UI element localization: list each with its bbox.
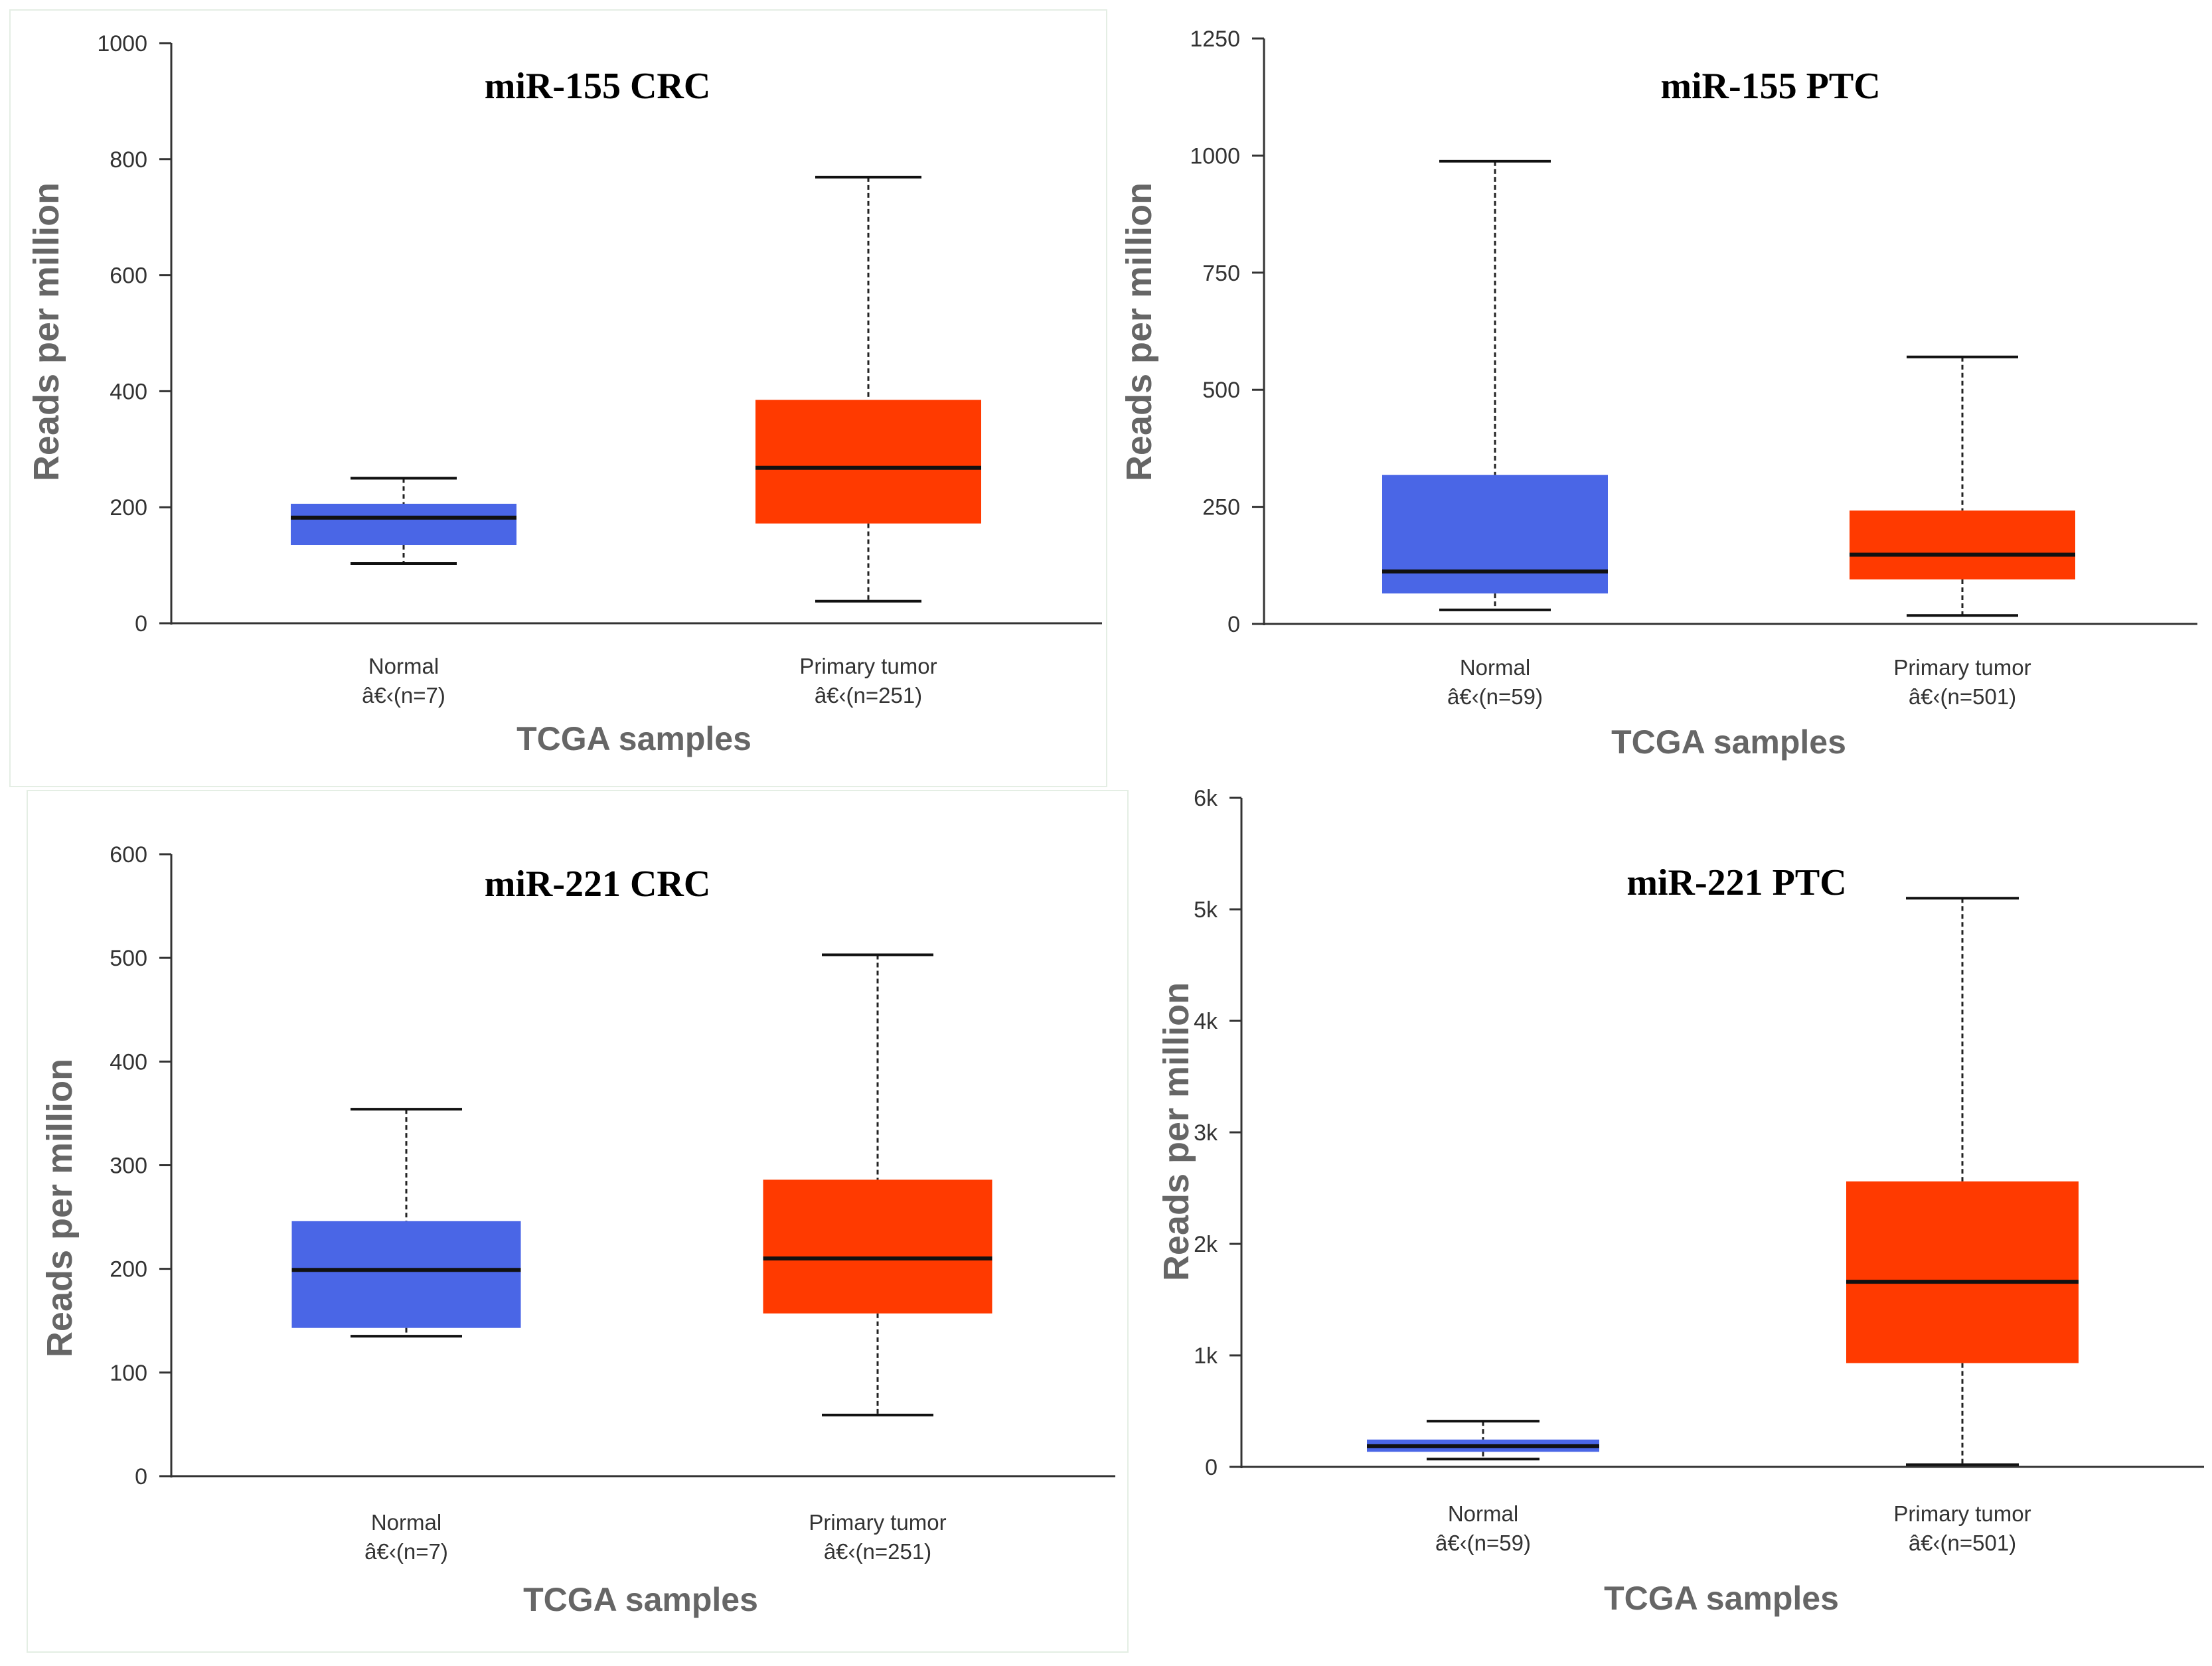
category-label: Primary tumor bbox=[799, 654, 937, 678]
category-n-label: â€‹(n=251) bbox=[824, 1539, 931, 1564]
category-n-label: â€‹(n=251) bbox=[815, 683, 922, 708]
category-n-label: â€‹(n=7) bbox=[362, 683, 445, 708]
category-label: Normal bbox=[368, 654, 439, 678]
box-primary-tumor bbox=[755, 400, 981, 524]
category-label: Primary tumor bbox=[1893, 655, 2031, 680]
box-primary-tumor bbox=[1850, 510, 2075, 579]
y-axis-label: Reads per million bbox=[40, 1059, 80, 1357]
chart-mir221-ptc: 0 1k 2k 3k 4k 5k 6k miR-221 PTC Reads per millio… bbox=[1156, 786, 2204, 1617]
category-label: Primary tumor bbox=[809, 1510, 946, 1535]
chart-title: miR-221 PTC bbox=[1626, 862, 1846, 903]
chart-mir155-crc: 0 200 400 600 800 1000 miR-155 CRC Reads per mi… bbox=[27, 31, 1102, 757]
y-tick-label: 0 bbox=[1205, 1455, 1218, 1480]
y-tick-label: 250 bbox=[1202, 495, 1240, 520]
category-n-label: â€‹(n=501) bbox=[1909, 1531, 2016, 1555]
y-tick-label: 750 bbox=[1202, 261, 1240, 286]
box-normal bbox=[291, 503, 516, 546]
y-tick-label: 300 bbox=[110, 1154, 147, 1179]
box-normal bbox=[1382, 475, 1608, 594]
y-axis-label: Reads per million bbox=[27, 183, 66, 481]
y-tick-label: 500 bbox=[110, 946, 147, 971]
category-label: Normal bbox=[1460, 655, 1530, 680]
y-tick-label: 6k bbox=[1194, 786, 1218, 811]
y-tick-label: 200 bbox=[110, 495, 147, 520]
y-tick-label: 2k bbox=[1194, 1232, 1218, 1257]
category-n-label: â€‹(n=501) bbox=[1909, 684, 2016, 709]
y-axis-label: Reads per million bbox=[1156, 982, 1196, 1281]
x-axis-label: TCGA samples bbox=[1604, 1580, 1839, 1617]
y-tick-label: 5k bbox=[1194, 897, 1218, 923]
y-tick-label: 400 bbox=[110, 1049, 147, 1075]
y-tick-label: 800 bbox=[110, 147, 147, 173]
y-tick-label: 4k bbox=[1194, 1009, 1218, 1034]
y-tick-label: 500 bbox=[1202, 378, 1240, 403]
y-tick-label: 600 bbox=[110, 842, 147, 868]
y-tick-label: 1250 bbox=[1190, 27, 1240, 52]
box-normal bbox=[291, 1221, 521, 1328]
y-tick-label: 400 bbox=[110, 379, 147, 404]
y-tick-label: 1k bbox=[1194, 1343, 1218, 1369]
category-n-label: â€‹(n=59) bbox=[1447, 684, 1543, 709]
y-tick-label: 0 bbox=[135, 1464, 147, 1489]
x-axis-label: TCGA samples bbox=[523, 1581, 758, 1618]
y-tick-label: 0 bbox=[1227, 612, 1240, 637]
x-axis-label: TCGA samples bbox=[516, 720, 751, 757]
chart-title: miR-155 PTC bbox=[1660, 66, 1880, 107]
y-tick-label: 1000 bbox=[97, 31, 147, 56]
chart-mir221-crc: 0 100 200 300 400 500 600 miR-221 CRC Reads per … bbox=[40, 842, 1115, 1618]
panel-frame-1 bbox=[9, 9, 1107, 787]
y-tick-label: 200 bbox=[110, 1257, 147, 1282]
y-tick-label: 0 bbox=[135, 611, 147, 637]
chart-title: miR-221 CRC bbox=[485, 864, 711, 905]
box-primary-tumor bbox=[763, 1179, 992, 1314]
category-label: Normal bbox=[371, 1510, 441, 1535]
y-tick-label: 3k bbox=[1194, 1120, 1218, 1146]
y-tick-label: 100 bbox=[110, 1361, 147, 1386]
box-primary-tumor bbox=[1846, 1181, 2079, 1363]
category-label: Primary tumor bbox=[1893, 1501, 2031, 1526]
chart-title: miR-155 CRC bbox=[485, 66, 711, 107]
category-n-label: â€‹(n=7) bbox=[364, 1539, 448, 1564]
y-axis-label: Reads per million bbox=[1119, 183, 1159, 481]
y-tick-label: 600 bbox=[110, 264, 147, 289]
x-axis-label: TCGA samples bbox=[1611, 723, 1846, 761]
category-label: Normal bbox=[1448, 1501, 1518, 1526]
category-n-label: â€‹(n=59) bbox=[1435, 1531, 1531, 1555]
panel-frame-3 bbox=[27, 790, 1129, 1653]
y-tick-label: 1000 bbox=[1190, 143, 1240, 169]
chart-mir155-ptc: 0 250 500 750 1000 1250 miR-155 PTC Reads per m… bbox=[1119, 27, 2197, 761]
